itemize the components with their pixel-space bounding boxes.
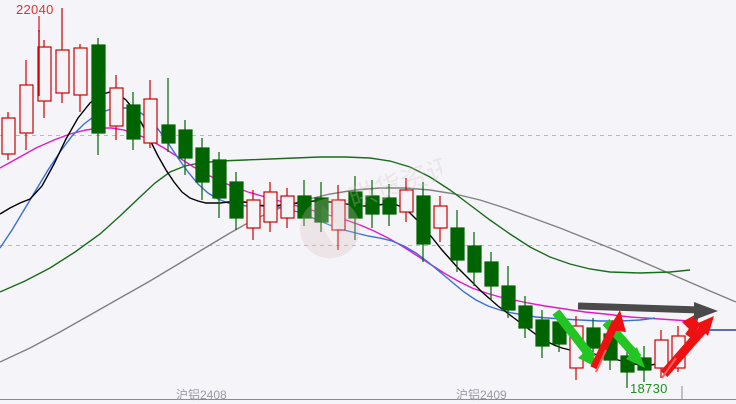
gridlines bbox=[0, 135, 736, 246]
arrow-flat bbox=[577, 302, 718, 320]
candle bbox=[73, 44, 88, 112]
candle bbox=[109, 75, 124, 140]
candle bbox=[348, 176, 363, 240]
candle bbox=[1, 112, 16, 160]
candle bbox=[195, 138, 210, 200]
candle bbox=[365, 180, 380, 228]
candle bbox=[297, 180, 312, 226]
candle bbox=[91, 38, 106, 155]
candle bbox=[450, 210, 465, 272]
candle bbox=[212, 152, 227, 218]
arrow-up-right bbox=[660, 316, 714, 379]
candle bbox=[535, 310, 550, 358]
ma60-line bbox=[0, 187, 736, 363]
candle bbox=[161, 78, 176, 152]
candle bbox=[246, 190, 261, 240]
candle bbox=[314, 182, 329, 232]
candle bbox=[399, 178, 414, 222]
candle bbox=[654, 330, 669, 378]
candle bbox=[484, 252, 499, 300]
candle bbox=[178, 120, 193, 175]
candle bbox=[143, 80, 158, 148]
candle bbox=[55, 8, 70, 103]
candle bbox=[518, 296, 533, 338]
annotation-arrows bbox=[552, 302, 718, 379]
candle bbox=[229, 172, 244, 230]
candle bbox=[37, 40, 52, 118]
candle bbox=[416, 182, 431, 262]
candle bbox=[263, 182, 278, 232]
arrow-up-left bbox=[590, 310, 626, 373]
candle bbox=[126, 92, 141, 150]
candle bbox=[501, 266, 516, 318]
candle bbox=[467, 232, 482, 286]
ma40-line bbox=[0, 156, 691, 293]
candle bbox=[382, 184, 397, 226]
candle bbox=[280, 188, 295, 228]
candle bbox=[19, 60, 34, 150]
candle-series bbox=[1, 8, 686, 388]
candle bbox=[433, 196, 448, 242]
candle bbox=[331, 185, 346, 250]
